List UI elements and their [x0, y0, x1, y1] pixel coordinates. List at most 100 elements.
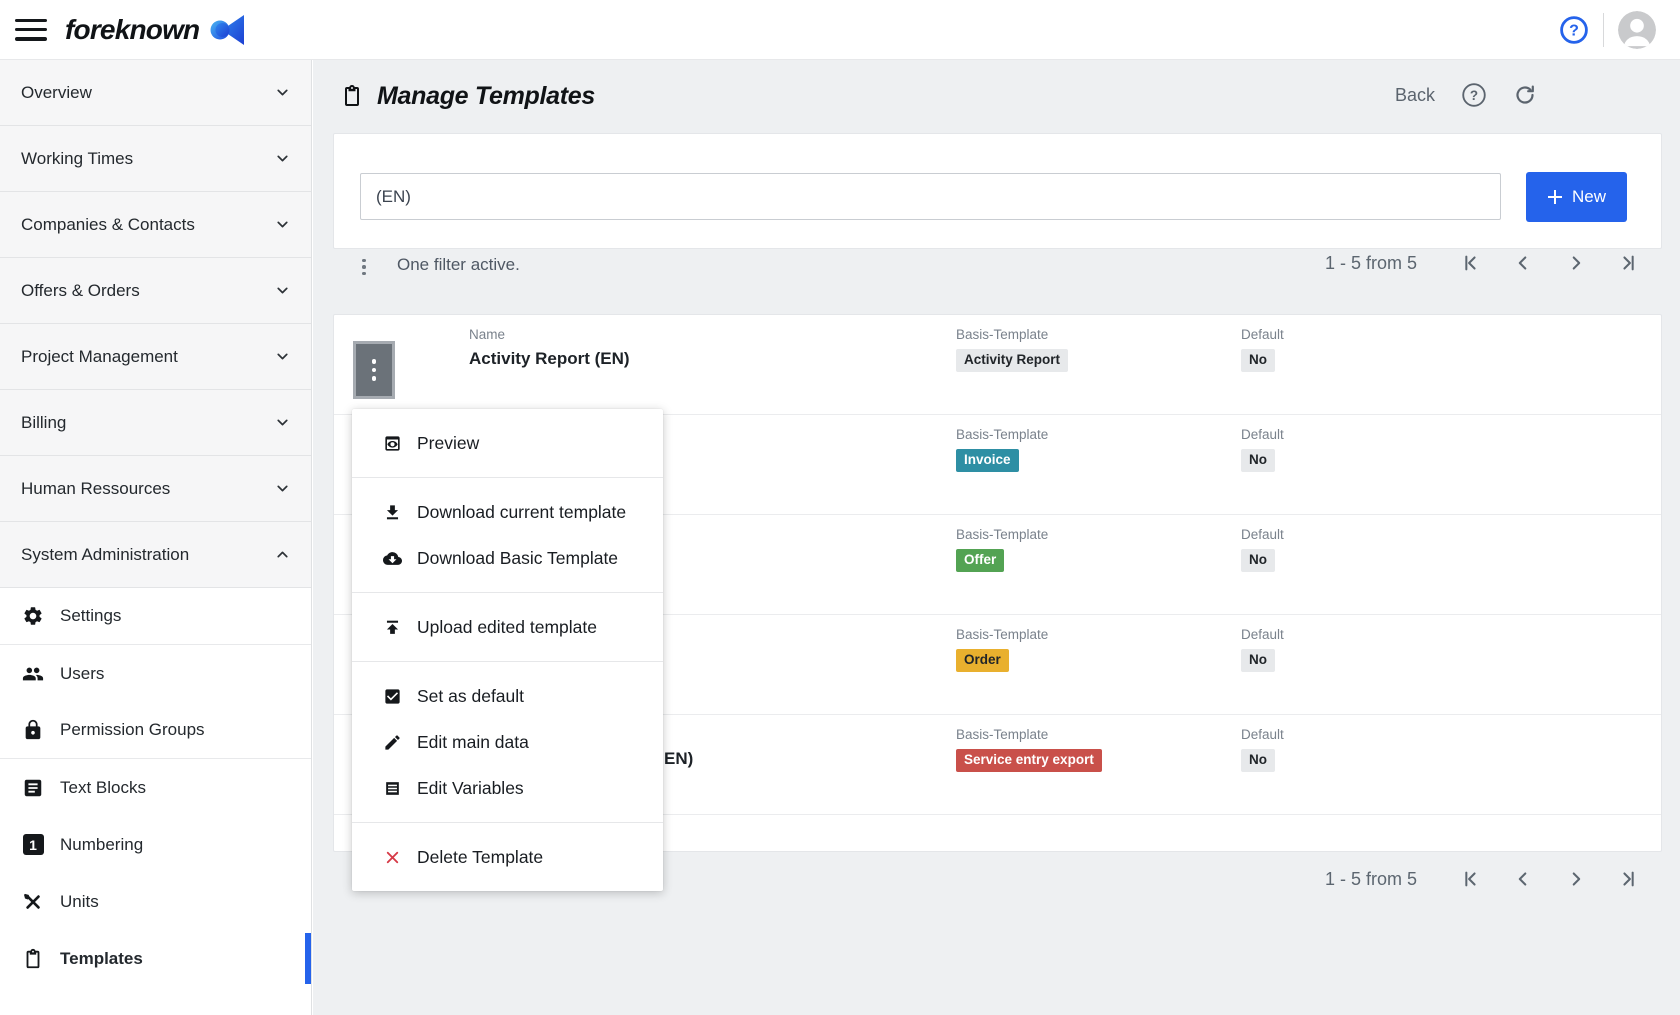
basis-badge: Invoice [956, 449, 1019, 472]
next-page-icon[interactable] [1565, 252, 1587, 274]
logo-text: foreknown [65, 13, 200, 45]
app-logo[interactable]: foreknown [65, 14, 245, 46]
main-content: Manage Templates Back ? New One f [313, 60, 1680, 1015]
menu-item-label: Download current template [417, 501, 627, 522]
units-icon [22, 891, 44, 913]
default-cell: Default No [1241, 315, 1284, 372]
next-page-icon[interactable] [1565, 868, 1587, 890]
preview-icon [383, 434, 402, 453]
basis-cell: Basis-Template Offer [956, 515, 1048, 572]
numbering-badge: 1 [22, 834, 44, 855]
chevron-down-icon [274, 282, 291, 299]
sidebar-item-label: Project Management [21, 346, 178, 366]
checkbox-checked-icon [383, 687, 402, 706]
basis-column-label: Basis-Template [956, 727, 1049, 742]
menu-icon[interactable] [15, 18, 47, 41]
search-card: New [333, 133, 1662, 249]
menu-item-download-current[interactable]: Download current template [352, 489, 663, 535]
menu-item-edit-main-data[interactable]: Edit main data [352, 719, 663, 765]
menu-item-preview[interactable]: Preview [352, 420, 663, 466]
menu-item-label: Upload edited template [417, 616, 597, 637]
sidebar-item-label: Units [60, 891, 99, 911]
first-page-icon[interactable] [1459, 868, 1481, 890]
sidebar-item-text-blocks[interactable]: Text Blocks [0, 759, 311, 816]
sidebar-item-billing[interactable]: Billing [0, 390, 311, 456]
table-row: Name Activity Report (EN) Basis-Template… [334, 315, 1661, 415]
basis-column-label: Basis-Template [956, 427, 1049, 442]
basis-cell: Basis-Template Invoice [956, 415, 1048, 472]
sidebar-item-users[interactable]: Users [0, 645, 311, 702]
topbar: foreknown ? [0, 0, 1680, 60]
sidebar-item-numbering[interactable]: 1 Numbering [0, 816, 311, 873]
default-cell: Default No [1241, 615, 1284, 672]
refresh-icon[interactable] [1513, 83, 1537, 107]
filter-kebab-icon[interactable] [358, 255, 370, 279]
sidebar-item-project-management[interactable]: Project Management [0, 324, 311, 390]
name-cell: Name Activity Report (EN) [469, 315, 630, 369]
default-column-label: Default [1241, 527, 1284, 542]
prev-page-icon[interactable] [1512, 252, 1534, 274]
default-column-label: Default [1241, 427, 1284, 442]
search-input[interactable] [360, 173, 1501, 220]
pagination-range: 1 - 5 from 5 [1324, 252, 1417, 273]
menu-item-delete[interactable]: Delete Template [352, 834, 663, 880]
template-name: EN) [664, 749, 694, 768]
sidebar-item-overview[interactable]: Overview [0, 60, 311, 126]
last-page-icon[interactable] [1618, 868, 1640, 890]
basis-badge: Activity Report [956, 349, 1069, 372]
filter-status: One filter active. [397, 255, 520, 274]
users-icon [22, 663, 44, 685]
sidebar-item-working-times[interactable]: Working Times [0, 126, 311, 192]
sidebar-item-offers-orders[interactable]: Offers & Orders [0, 258, 311, 324]
menu-item-label: Edit Variables [417, 777, 524, 798]
menu-item-upload[interactable]: Upload edited template [352, 604, 663, 650]
basis-column-label: Basis-Template [956, 527, 1049, 542]
menu-item-set-default[interactable]: Set as default [352, 673, 663, 719]
help-icon[interactable]: ? [1559, 15, 1589, 45]
close-icon [383, 848, 402, 867]
default-badge: No [1241, 749, 1275, 772]
basis-column-label: Basis-Template [956, 627, 1049, 642]
menu-group: Preview [352, 409, 663, 478]
name-column-label: Name [469, 327, 506, 342]
default-badge: No [1241, 649, 1275, 672]
help-icon[interactable]: ? [1461, 82, 1487, 108]
table-row: Name Basis-Template Order Default No [334, 615, 1661, 715]
sidebar-item-permission-groups[interactable]: Permission Groups [0, 702, 311, 759]
sidebar-item-units[interactable]: Units [0, 873, 311, 930]
default-column-label: Default [1241, 327, 1284, 342]
first-page-icon[interactable] [1459, 252, 1481, 274]
pagination-top: 1 - 5 from 5 [1325, 252, 1640, 274]
prev-page-icon[interactable] [1512, 868, 1534, 890]
row-actions-button[interactable] [353, 341, 395, 399]
basis-badge: Order [956, 649, 1009, 672]
sidebar-item-label: Billing [21, 412, 67, 432]
new-button[interactable]: New [1526, 172, 1627, 222]
menu-group: Download current template Download Basic… [352, 478, 663, 593]
page-head-actions: Back ? [1395, 82, 1537, 108]
menu-item-label: Preview [417, 432, 480, 453]
sidebar-item-system-administration[interactable]: System Administration [0, 522, 311, 588]
cloud-download-icon [383, 549, 402, 568]
basis-cell: Basis-Template Activity Report [956, 315, 1069, 372]
last-page-icon[interactable] [1618, 252, 1640, 274]
sidebar-item-human-ressources[interactable]: Human Ressources [0, 456, 311, 522]
sidebar-item-companies-contacts[interactable]: Companies & Contacts [0, 192, 311, 258]
sidebar-item-label: Human Ressources [21, 478, 171, 498]
topbar-actions: ? [1559, 10, 1680, 49]
menu-item-download-basic[interactable]: Download Basic Template [352, 535, 663, 581]
sidebar-item-settings[interactable]: Settings [0, 588, 311, 645]
row-actions-menu: Preview Download current template Downlo… [352, 409, 663, 891]
sidebar-item-label: Permission Groups [60, 720, 205, 739]
chevron-down-icon [274, 84, 291, 101]
sidebar-item-templates[interactable]: Templates [0, 930, 311, 987]
menu-item-label: Edit main data [417, 731, 529, 752]
back-button[interactable]: Back [1394, 84, 1435, 105]
default-badge: No [1241, 349, 1275, 372]
avatar[interactable] [1618, 10, 1656, 49]
menu-item-edit-variables[interactable]: Edit Variables [352, 765, 663, 811]
lock-icon [22, 719, 44, 741]
default-column-label: Default [1241, 627, 1284, 642]
help-glyph: ? [1470, 88, 1478, 103]
sidebar-item-label: Text Blocks [60, 777, 146, 797]
